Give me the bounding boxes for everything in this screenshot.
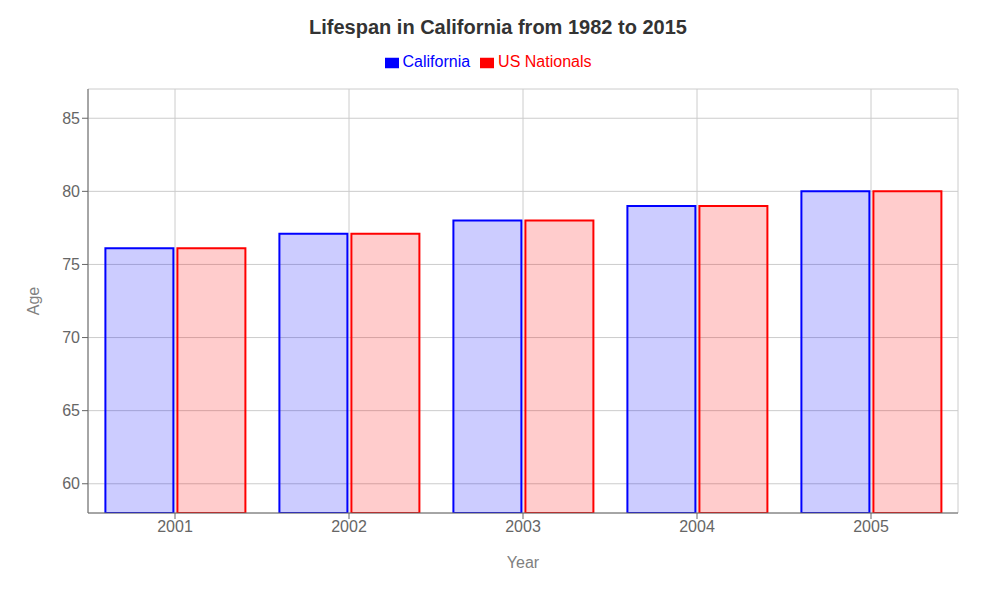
svg-text:2005: 2005 [853, 518, 889, 535]
svg-text:2004: 2004 [679, 518, 715, 535]
svg-text:85: 85 [62, 110, 80, 127]
svg-text:70: 70 [62, 329, 80, 346]
html-text:US Nationals: US Nationals [498, 53, 592, 70]
svg-text:Age: Age [25, 287, 42, 316]
svg-text:2001: 2001 [157, 518, 193, 535]
svg-text:2002: 2002 [331, 518, 367, 535]
svg-text:2003: 2003 [505, 518, 541, 535]
svg-text:65: 65 [62, 402, 80, 419]
svg-text:Year: Year [507, 554, 540, 571]
html-text:California: California [402, 53, 471, 70]
svg-text:80: 80 [62, 183, 80, 200]
html-text:Lifespan in California from 19: Lifespan in California from 1982 to 2015 [309, 16, 687, 38]
svg-text:75: 75 [62, 256, 80, 273]
svg-text:60: 60 [62, 475, 80, 492]
